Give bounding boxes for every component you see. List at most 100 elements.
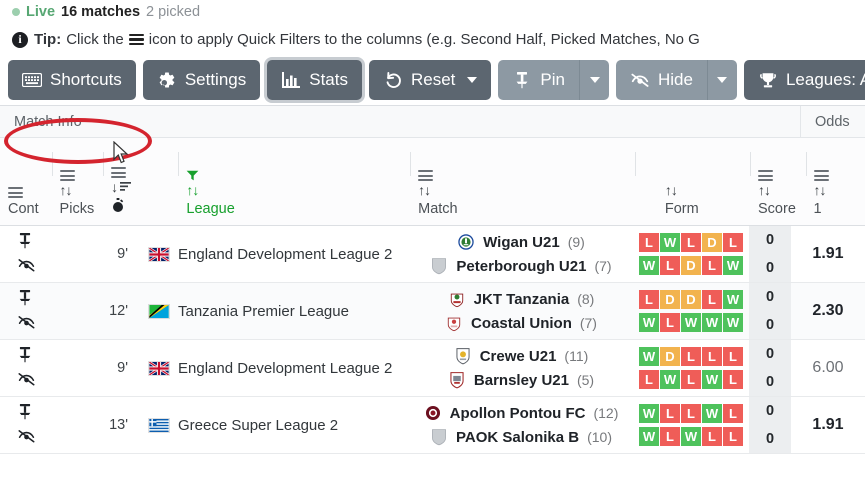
hamburger-icon[interactable] <box>111 167 127 178</box>
league-name: England Development League 2 <box>178 359 393 377</box>
sort-icon[interactable]: ↑↓ <box>59 182 73 198</box>
eye-slash-icon[interactable] <box>17 372 35 390</box>
flag-gb-icon <box>148 360 170 376</box>
pin-button[interactable]: Pin <box>498 60 579 100</box>
chevron-down-icon <box>589 77 600 83</box>
home-team-name: Crewe U21 <box>479 347 557 365</box>
away-team-position: (7) <box>594 258 612 274</box>
eye-slash-icon[interactable] <box>17 315 35 333</box>
shortcuts-button[interactable]: Shortcuts <box>8 60 136 100</box>
eye-slash-icon[interactable] <box>17 429 35 447</box>
group-header-match-info: Match Info <box>0 106 801 137</box>
league-name: England Development League 2 <box>178 245 393 263</box>
sort-icon[interactable]: ↑↓ <box>186 182 199 198</box>
flag-gb-icon <box>148 246 170 262</box>
table-row[interactable]: 13' Greece Super League 2 Apollon Pontou… <box>0 397 865 454</box>
sort-icon[interactable]: ↑↓ <box>418 182 431 198</box>
away-score: 0 <box>765 317 775 333</box>
hide-dropdown-button[interactable] <box>706 60 737 100</box>
sort-icon[interactable]: ↑↓ <box>758 182 771 198</box>
gear-icon <box>157 70 177 90</box>
hamburger-icon[interactable] <box>8 187 23 198</box>
away-team-name: Barnsley U21 <box>473 371 569 389</box>
group-header-odds: Odds <box>801 106 865 137</box>
tip-text-before: Click the <box>66 31 124 48</box>
home-score: 0 <box>765 289 775 305</box>
column-header-label: Cont <box>8 201 39 217</box>
hamburger-icon[interactable] <box>758 170 774 181</box>
form-badge-l: L <box>723 370 743 389</box>
hamburger-icon[interactable] <box>813 170 829 181</box>
form-badge-w: W <box>702 370 722 389</box>
group-header-label: Odds <box>815 113 850 130</box>
column-header-picks[interactable]: ↑↓ Picks <box>51 138 104 225</box>
row-score: 0 0 <box>749 283 791 339</box>
column-header-score[interactable]: ↑↓ Score <box>750 138 806 225</box>
form-badge-l: L <box>702 347 722 366</box>
pin-icon[interactable] <box>17 232 35 250</box>
flag-tz-icon <box>148 303 170 319</box>
hamburger-icon[interactable] <box>59 170 75 181</box>
pin-icon[interactable] <box>17 403 35 421</box>
filter-icon[interactable] <box>186 170 199 181</box>
hamburger-icon[interactable] <box>418 170 434 181</box>
away-team: Coastal Union (7) <box>445 314 597 332</box>
form-badge-l: L <box>681 404 701 423</box>
home-team-position: (8) <box>577 291 595 307</box>
eye-slash-icon[interactable] <box>17 258 35 276</box>
form-badge-l: L <box>681 370 701 389</box>
column-header-odds-1[interactable]: ↑↓ 1 <box>805 138 865 225</box>
column-header-match[interactable]: ↑↓ Match <box>410 138 635 225</box>
table-row[interactable]: 9' England Development League 2 Crewe U2… <box>0 340 865 397</box>
row-controls <box>0 283 52 339</box>
undo-icon <box>383 70 403 90</box>
reset-button[interactable]: Reset <box>369 60 492 100</box>
pin-icon[interactable] <box>17 346 35 364</box>
row-odds-1[interactable]: 1.91 <box>812 416 844 433</box>
sort-icon[interactable]: ↑↓ <box>664 182 678 198</box>
sort-desc-icon[interactable]: ↓ <box>111 179 118 195</box>
eye-slash-icon <box>630 70 650 90</box>
pin-split-button: Pin <box>498 60 609 100</box>
form-badge-l: L <box>702 256 722 275</box>
pin-icon[interactable] <box>17 289 35 307</box>
row-odds-1[interactable]: 6.00 <box>812 359 844 376</box>
home-team-position: (9) <box>567 234 585 250</box>
row-league: Tanzania Premier League <box>134 283 399 339</box>
row-time: 12' <box>109 303 128 319</box>
form-badge-l: L <box>639 233 659 252</box>
row-odds-1[interactable]: 1.91 <box>812 245 844 262</box>
column-header-controls[interactable]: Cont <box>0 138 52 225</box>
away-score: 0 <box>765 374 775 390</box>
form-badge-d: D <box>681 256 701 275</box>
form-badge-w: W <box>639 427 659 446</box>
row-time: 9' <box>117 360 128 376</box>
live-label: Live <box>26 4 56 20</box>
bar-chart-icon <box>281 70 301 90</box>
hide-button[interactable]: Hide <box>616 60 707 100</box>
column-header-label: Form <box>664 201 699 217</box>
pin-dropdown-button[interactable] <box>579 60 609 100</box>
settings-button[interactable]: Settings <box>142 60 261 100</box>
column-header-label: Match <box>418 201 458 217</box>
table-row[interactable]: 12' Tanzania Premier League JKT Tanzania… <box>0 283 865 340</box>
form-badge-l: L <box>723 404 743 423</box>
stats-button[interactable]: Stats <box>267 60 362 100</box>
row-odds-1[interactable]: 2.30 <box>812 302 844 319</box>
home-team: Apollon Pontou FC (12) <box>424 404 618 422</box>
column-header-time[interactable]: ↓ <box>103 138 178 225</box>
home-score: 0 <box>765 232 775 248</box>
column-header-league[interactable]: ↑↓ League <box>178 138 410 225</box>
group-header-row: Match Info Odds <box>0 106 865 138</box>
form-badge-w: W <box>639 404 659 423</box>
leagues-button[interactable]: Leagues: Al <box>743 60 865 100</box>
tip-bar: i Tip: Click the icon to apply Quick Fil… <box>0 24 865 55</box>
sort-icon[interactable]: ↑↓ <box>813 182 827 198</box>
tip-text-after: icon to apply Quick Filters to the colum… <box>148 31 700 48</box>
form-badge-w: W <box>681 313 701 332</box>
pin-label: Pin <box>540 70 565 89</box>
column-header-form[interactable]: ↑↓ Form <box>634 138 750 225</box>
table-row[interactable]: 9' England Development League 2 Wigan U2… <box>0 226 865 283</box>
